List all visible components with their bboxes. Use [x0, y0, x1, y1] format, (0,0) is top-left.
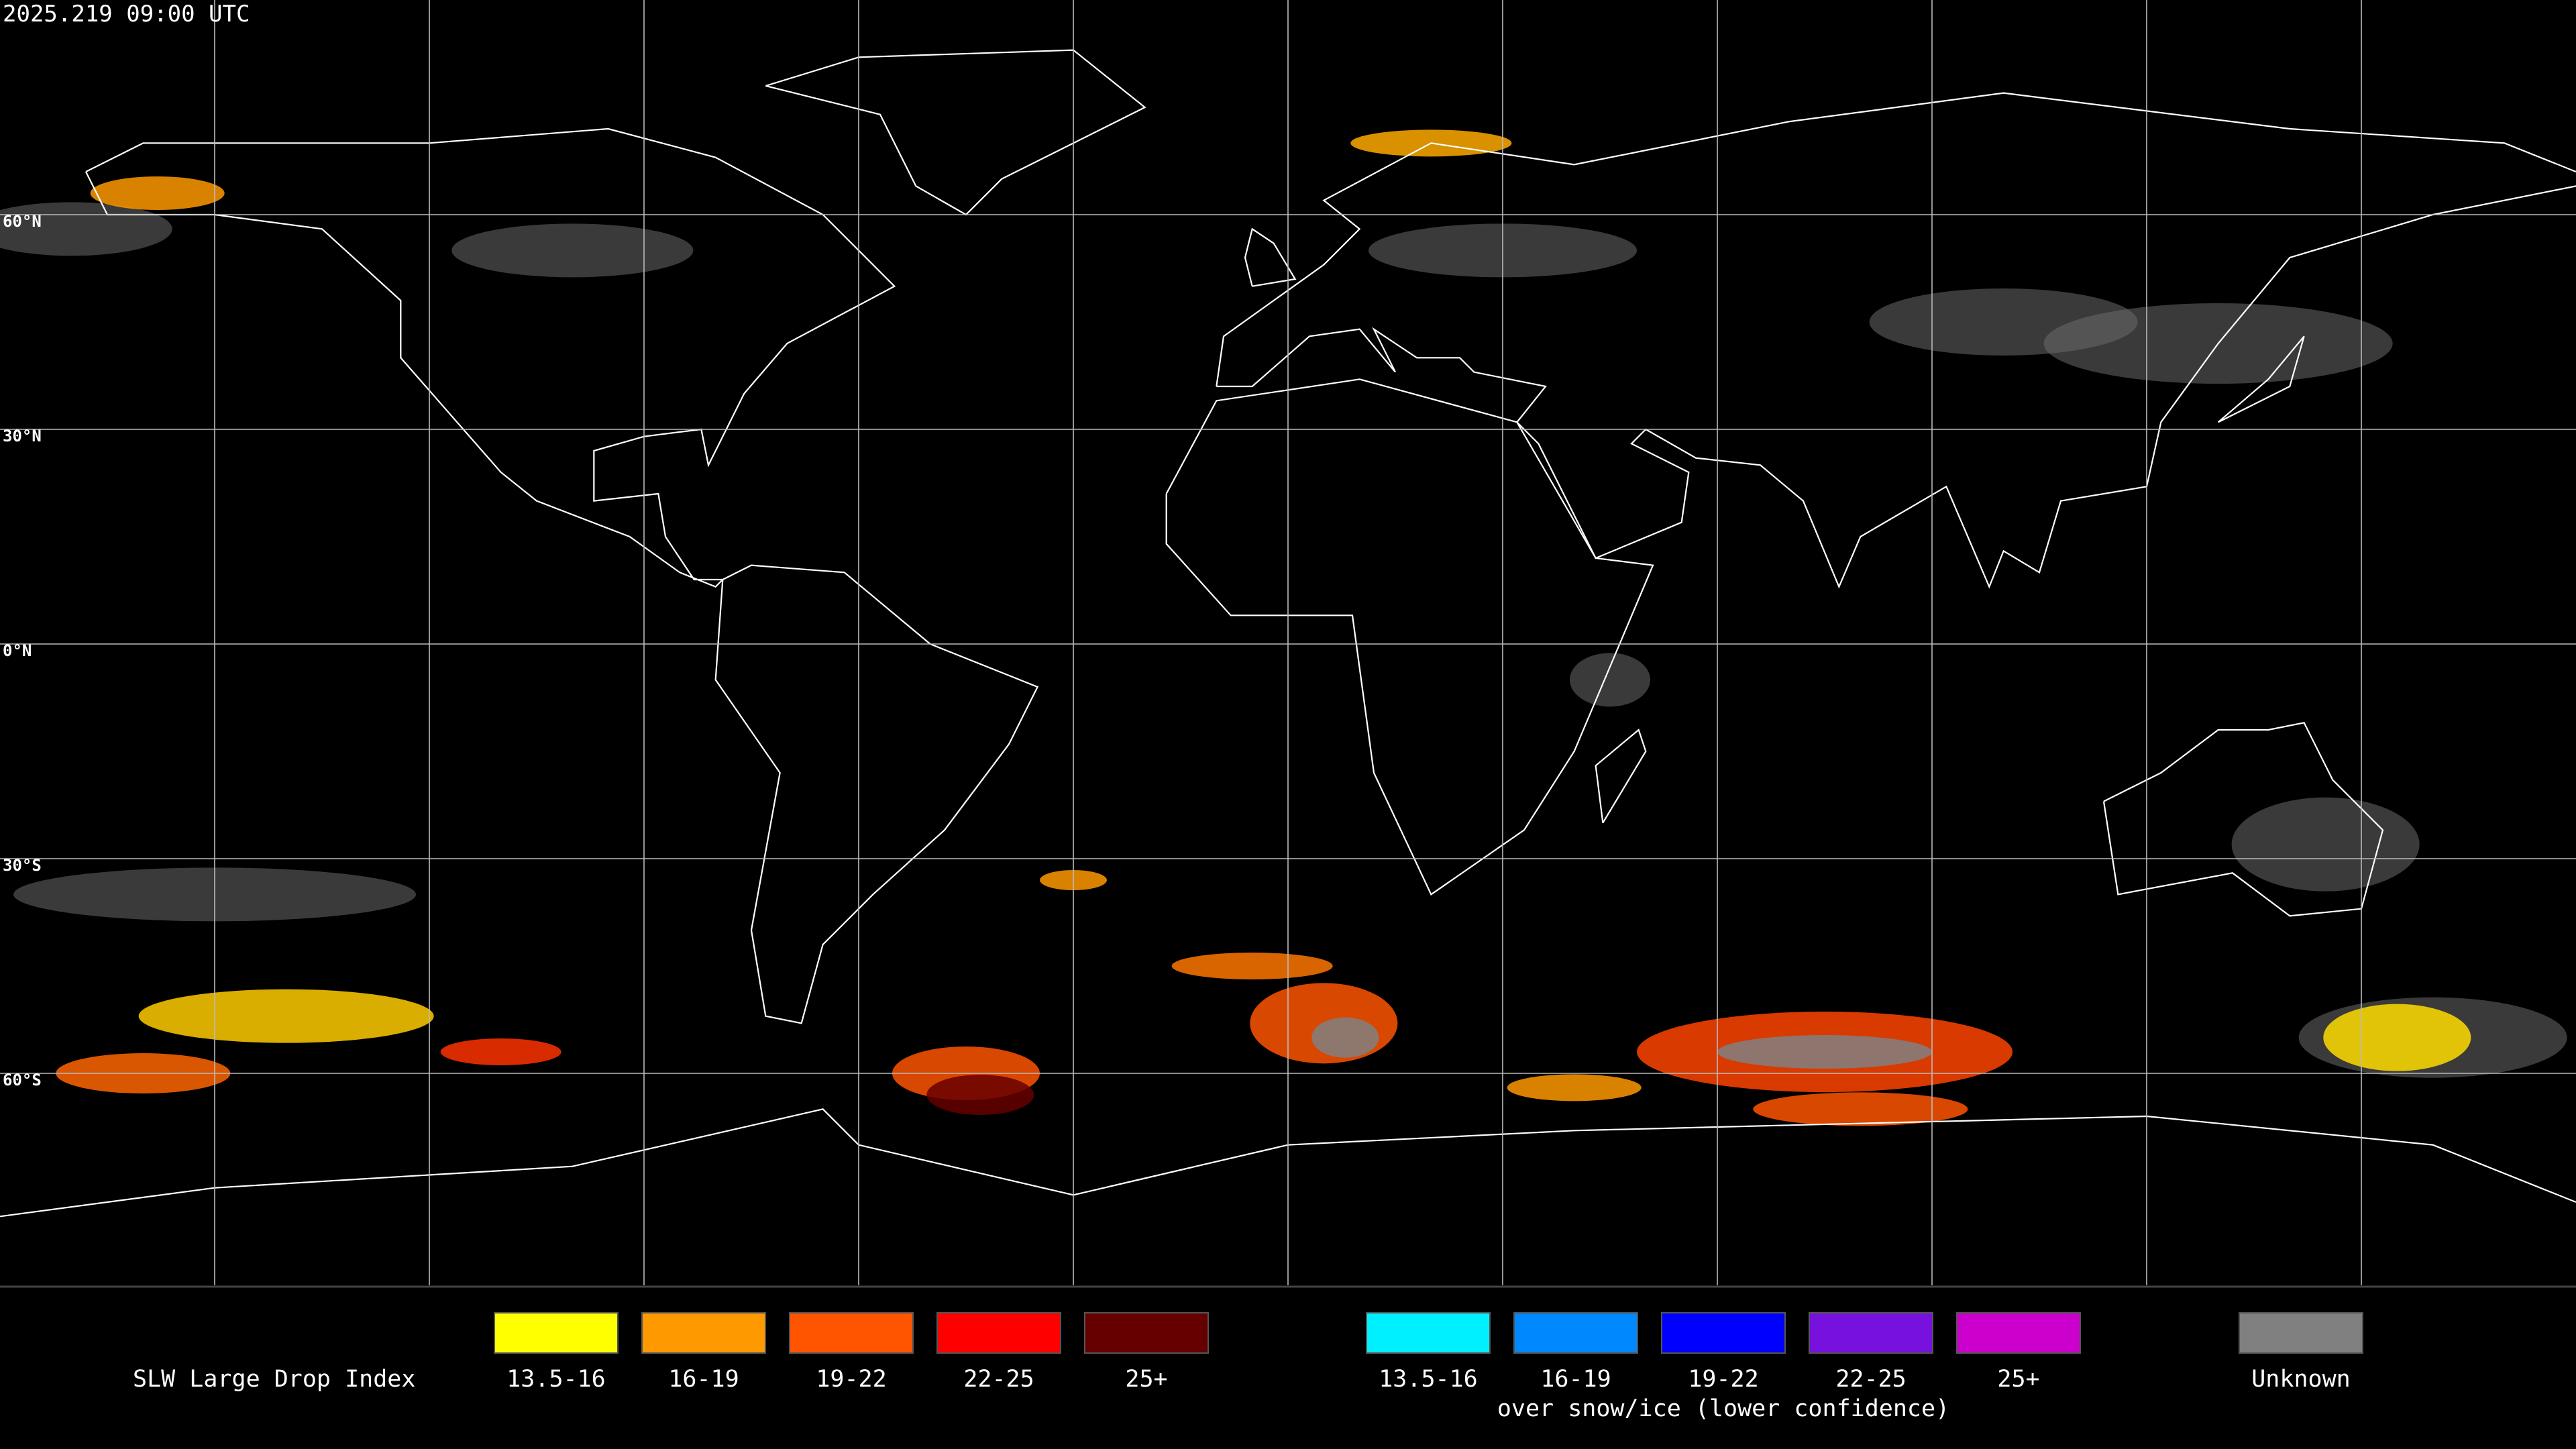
- legend-cold-label: 22-25: [1835, 1366, 1906, 1393]
- legend-warm-label: 22-25: [963, 1366, 1034, 1393]
- legend: SLW Large Drop Index over snow/ice (lowe…: [133, 1312, 2363, 1422]
- legend-warm-swatch: [1084, 1312, 1209, 1354]
- legend-warm-swatch: [789, 1312, 914, 1354]
- legend-cold-swatch: [1661, 1312, 1786, 1354]
- cloud-field: [1171, 953, 1333, 979]
- legend-unknown-swatch: [2239, 1312, 2363, 1354]
- lat-label: 30°N: [3, 427, 42, 445]
- cloud-field: [440, 1038, 561, 1065]
- cloud-field: [1311, 1017, 1379, 1058]
- cloud-field: [138, 989, 434, 1043]
- legend-warm-label: 13.5-16: [506, 1366, 606, 1393]
- cloud-field: [1869, 288, 2138, 356]
- legend-warm-label: 19-22: [816, 1366, 886, 1393]
- coastline: [765, 49, 1146, 216]
- cloud-field: [451, 223, 694, 278]
- lat-label: 60°N: [3, 212, 42, 231]
- cloud-field: [1717, 1035, 1932, 1069]
- lat-label: 30°S: [3, 856, 42, 875]
- cloud-field: [1753, 1092, 1968, 1126]
- legend-warm-label: 25+: [1125, 1366, 1167, 1393]
- legend-cold-swatch: [1366, 1312, 1491, 1354]
- legend-note: over snow/ice (lower confidence): [1497, 1395, 1949, 1422]
- cloud-field: [90, 176, 225, 210]
- cloud-field: [926, 1075, 1034, 1115]
- cloud-fields: [0, 129, 2567, 1126]
- legend-warm-swatch: [641, 1312, 766, 1354]
- cloud-field: [2323, 1004, 2471, 1071]
- legend-warm-swatch: [936, 1312, 1061, 1354]
- cloud-field: [2231, 797, 2420, 892]
- coastline: [714, 564, 1039, 1024]
- legend-warm-label: 16-19: [668, 1366, 739, 1393]
- coastline: [2217, 335, 2305, 423]
- coastline: [2102, 722, 2384, 917]
- cloud-field: [0, 202, 172, 256]
- coastlines: [0, 49, 2576, 1218]
- legend-cold-label: 16-19: [1540, 1366, 1611, 1393]
- legend-cold-label: 25+: [1997, 1366, 2039, 1393]
- coastline: [1216, 92, 2576, 387]
- legend-warm-swatch: [494, 1312, 619, 1354]
- coastline: [1165, 378, 1654, 896]
- lat-label: 0°N: [3, 641, 32, 660]
- legend-cold-swatch: [1956, 1312, 2081, 1354]
- legend-cold-swatch: [1513, 1312, 1638, 1354]
- cloud-field: [1507, 1074, 1642, 1102]
- lat-labels: 60°N 30°N 0°N 30°S 60°S: [3, 212, 42, 1089]
- legend-title: SLW Large Drop Index: [133, 1366, 415, 1393]
- legend-cold-label: 19-22: [1688, 1366, 1758, 1393]
- legend-cold-swatch: [1809, 1312, 1933, 1354]
- coastline: [85, 127, 896, 588]
- graticule: [0, 0, 2576, 1285]
- legend-unknown-label: Unknown: [2251, 1366, 2351, 1393]
- coastline: [0, 1108, 2576, 1218]
- legend-cold-label: 13.5-16: [1379, 1366, 1478, 1393]
- lat-label: 60°S: [3, 1071, 42, 1089]
- cloud-field: [1570, 653, 1650, 707]
- coastline: [1595, 729, 1647, 824]
- timestamp: 2025.219 09:00 UTC: [3, 1, 250, 28]
